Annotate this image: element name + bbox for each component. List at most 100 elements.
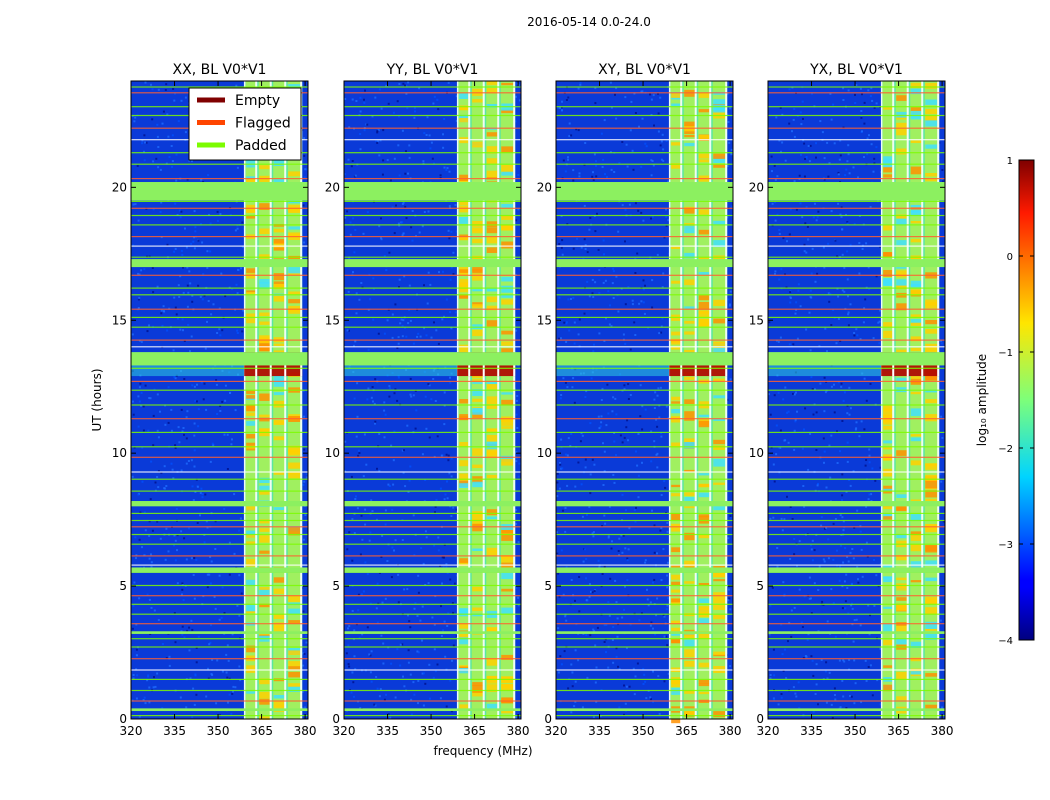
padded-band (556, 567, 733, 573)
x-tick-label: 335 (376, 724, 399, 738)
padded-band (556, 708, 733, 712)
y-tick-label: 20 (112, 180, 127, 194)
y-tick-label: 0 (756, 712, 764, 726)
rfi-subband (882, 81, 893, 719)
padded-band (131, 567, 308, 573)
x-tick-label: 365 (675, 724, 698, 738)
y-tick-label: 15 (749, 313, 764, 327)
y-tick-label: 15 (325, 313, 340, 327)
x-tick-label: 350 (632, 724, 655, 738)
x-tick-label: 335 (800, 724, 823, 738)
colorbar-label: log₁₀ amplitude (975, 354, 989, 446)
colorbar-tick-label: −3 (998, 540, 1013, 551)
rfi-subband (910, 81, 922, 719)
rfi-subband (273, 81, 285, 719)
x-tick-label: 365 (887, 724, 910, 738)
panel-frame (767, 80, 946, 720)
padded-band (131, 259, 308, 268)
colorbar-tick-label: −4 (998, 636, 1013, 647)
padded-band (131, 708, 308, 712)
panels-group: XX, BL V0*V1 320 335 350 365 380 0 5 10 15 20 YY, B… (112, 62, 954, 738)
y-tick-label: 20 (537, 180, 552, 194)
legend-label-empty: Empty (235, 93, 280, 109)
x-tick-label: 320 (545, 724, 568, 738)
rfi-subband (245, 81, 256, 719)
x-tick-label: 365 (250, 724, 273, 738)
colorbar: 1 0 −1 −2 −3 −4 log₁₀ amplitude (975, 156, 1035, 647)
x-tick-label: 335 (163, 724, 186, 738)
padded-band (768, 501, 945, 507)
y-axis-label: UT (hours) (90, 368, 104, 431)
y-tick-label: 10 (749, 446, 764, 460)
flag-lines (131, 86, 308, 717)
y-tick-label: 20 (325, 180, 340, 194)
x-axis-label: frequency (MHz) (433, 744, 532, 758)
padded-band (556, 259, 733, 268)
padded-band (131, 182, 308, 201)
rfi-subband (287, 81, 301, 719)
colorbar-gradient (1018, 159, 1035, 641)
legend-label-padded: Padded (235, 138, 287, 154)
colorbar-tick-label: 1 (1007, 156, 1013, 167)
y-tick-label: 15 (112, 313, 127, 327)
x-tick-label: 380 (719, 724, 742, 738)
padded-band (131, 631, 308, 634)
y-tick-label: 0 (119, 712, 127, 726)
padded-band (768, 182, 945, 201)
y-tick-label: 0 (332, 712, 340, 726)
padded-band (131, 501, 308, 507)
y-tick-label: 0 (544, 712, 552, 726)
x-tick-label: 380 (294, 724, 317, 738)
padded-band (768, 352, 945, 366)
x-tick-label: 320 (757, 724, 780, 738)
x-tick-label: 350 (844, 724, 867, 738)
padded-band (344, 708, 521, 712)
y-tick-label: 5 (332, 579, 340, 593)
panel-frame (343, 80, 522, 720)
panel-yx: YX, BL V0*V1 320 335 350 365 380 0 5 10 15 20 (749, 62, 954, 738)
padded-band (344, 501, 521, 507)
panel-title: XX, BL V0*V1 (173, 62, 267, 78)
padded-band (344, 352, 521, 366)
x-tick-label: 335 (588, 724, 611, 738)
panel-frame (130, 80, 309, 720)
y-tick-label: 10 (112, 446, 127, 460)
padded-band (344, 631, 521, 634)
padded-band (344, 182, 521, 201)
x-tick-label: 380 (931, 724, 954, 738)
padded-band (556, 352, 733, 366)
y-tick-label: 5 (544, 579, 552, 593)
padded-band (768, 567, 945, 573)
colorbar-tick-label: −1 (998, 348, 1013, 359)
x-tick-label: 320 (120, 724, 143, 738)
x-tick-label: 350 (420, 724, 443, 738)
colorbar-tick-label: 0 (1007, 252, 1013, 263)
legend: Empty Flagged Padded (188, 87, 302, 161)
panel-title: XY, BL V0*V1 (598, 62, 691, 78)
padded-band (344, 567, 521, 573)
colorbar-tick-label: −2 (998, 444, 1013, 455)
padded-band (768, 259, 945, 268)
panel-frame (555, 80, 734, 720)
padded-band (768, 631, 945, 634)
panel-title: YY, BL V0*V1 (386, 62, 479, 78)
padded-band (556, 631, 733, 634)
padded-band (768, 708, 945, 712)
y-tick-label: 5 (756, 579, 764, 593)
padded-band (131, 352, 308, 366)
rfi-subband (698, 81, 710, 719)
padded-band (556, 501, 733, 507)
panel-xx: XX, BL V0*V1 320 335 350 365 380 0 5 10 15 20 (112, 62, 317, 738)
y-tick-label: 10 (325, 446, 340, 460)
x-tick-label: 320 (333, 724, 356, 738)
y-tick-label: 10 (537, 446, 552, 460)
padded-band (344, 259, 521, 268)
x-tick-label: 350 (207, 724, 230, 738)
y-tick-label: 15 (537, 313, 552, 327)
y-tick-label: 5 (119, 579, 127, 593)
panel-title: YX, BL V0*V1 (809, 62, 903, 78)
y-tick-label: 20 (749, 180, 764, 194)
panel-xy: XY, BL V0*V1 320 335 350 365 380 0 5 10 15 20 (537, 62, 742, 738)
rfi-subband (895, 81, 908, 719)
